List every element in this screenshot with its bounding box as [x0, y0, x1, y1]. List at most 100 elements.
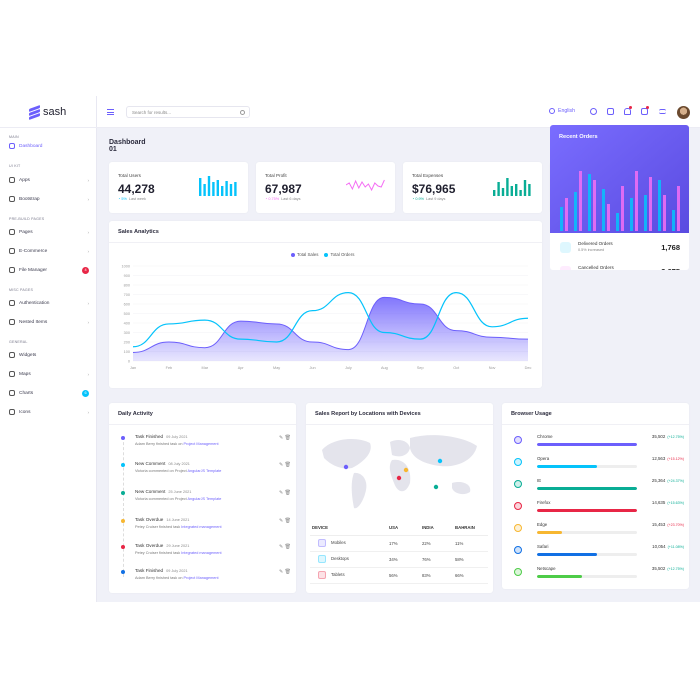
- trash-icon[interactable]: 🗑: [284, 462, 291, 468]
- recent-orders-card: Recent Orders Delivered Orders 0.5% incre…: [550, 125, 689, 270]
- x-tick-label: Jan: [130, 366, 136, 370]
- browser-count: 15,453: [651, 522, 666, 527]
- table-row: Tablets 56% 83% 66%: [310, 567, 488, 584]
- sales-report-card: Sales Report by Locations with Devices D…: [306, 403, 493, 593]
- bootstrap-icon: [9, 196, 15, 202]
- language-selector[interactable]: English: [549, 108, 575, 114]
- browser-value: 25,364 (+24.37%): [652, 478, 684, 483]
- apps-icon: [9, 177, 15, 183]
- divider: [502, 424, 689, 425]
- sidebar-item-widgets[interactable]: Widgets: [9, 350, 89, 360]
- activity-link[interactable]: Project Management: [183, 576, 219, 580]
- message-icon[interactable]: [641, 108, 648, 115]
- sidebar-item-label: Pages: [19, 229, 33, 235]
- spark-bar: [497, 182, 500, 196]
- progress-bar: [537, 509, 637, 512]
- activity-title-text: Task Overdue: [135, 517, 164, 522]
- sidebar-item-charts[interactable]: Charts 6: [9, 388, 89, 398]
- bell-icon[interactable]: [624, 108, 631, 115]
- sidebar-item-maps[interactable]: Maps ›: [9, 369, 89, 379]
- activity-link[interactable]: Integrated management: [181, 525, 222, 529]
- logo[interactable]: sash: [29, 104, 66, 120]
- edge-icon: [514, 524, 522, 532]
- sidebar-item-file-manager[interactable]: File Manager 4: [9, 265, 89, 275]
- activity-link[interactable]: Integrated management: [181, 551, 222, 555]
- legend-item-sales[interactable]: Total Sales: [291, 252, 318, 257]
- x-tick-label: Sep: [417, 366, 424, 370]
- trash-icon[interactable]: 🗑: [284, 544, 291, 550]
- progress-bar: [537, 487, 637, 490]
- activity-link[interactable]: AngularJS Template: [187, 469, 222, 473]
- divider: [109, 424, 296, 425]
- edit-icon[interactable]: ✎: [279, 490, 285, 496]
- top-header: Search for results... English: [97, 96, 700, 128]
- moon-icon[interactable]: [590, 108, 597, 115]
- continent-shape: [351, 472, 367, 509]
- progress-fill: [537, 531, 562, 534]
- activity-link[interactable]: AngularJS Template: [187, 497, 222, 501]
- spark-bar: [229, 184, 233, 196]
- legend-item-orders[interactable]: Total Orders: [324, 252, 354, 257]
- stat-subtext: ◔ 5% Last week: [118, 197, 146, 201]
- menu-toggle-icon[interactable]: [107, 109, 114, 115]
- recent-bar: [607, 204, 610, 231]
- sidebar-item-e-commerce[interactable]: E-Commerce ›: [9, 246, 89, 256]
- sidebar-item-apps[interactable]: Apps ›: [9, 175, 89, 185]
- activity-desc-text: Adam Berry finished task on: [135, 576, 183, 580]
- browser-row-edge: Edge 15,453 (+23.70%): [514, 522, 684, 544]
- stat-sparkline: [199, 176, 237, 196]
- spark-bar: [234, 182, 237, 196]
- timeline-item: New Comment 25 June 2021 Victoria commente…: [121, 489, 291, 511]
- progress-fill: [537, 465, 597, 468]
- settings-menu-icon[interactable]: [659, 109, 666, 114]
- search-input[interactable]: Search for results...: [126, 106, 250, 118]
- activity-link[interactable]: Project Management: [183, 442, 219, 446]
- sidebar-item-dashboard[interactable]: Dashboard: [9, 141, 89, 151]
- user-icon: [9, 300, 15, 306]
- sidebar-item-authentication[interactable]: Authentication ›: [9, 298, 89, 308]
- x-tick-label: Aug: [381, 366, 388, 370]
- trash-icon[interactable]: 🗑: [284, 569, 291, 575]
- chevron-right-icon: ›: [87, 409, 90, 415]
- sidebar-item-pages[interactable]: Pages ›: [9, 227, 89, 237]
- recent-bar: [616, 213, 619, 231]
- series-area-total-sales: [133, 297, 528, 361]
- timeline-dot: [121, 519, 125, 523]
- browser-row-opera: Opera 12,563 (+15.12%): [514, 456, 684, 478]
- trash-icon[interactable]: 🗑: [284, 518, 291, 524]
- fullscreen-icon[interactable]: [607, 108, 614, 115]
- sidebar: sash MAIN Dashboard UI KIT Apps › Bootstrap › P…: [0, 96, 97, 602]
- search-icon[interactable]: [240, 110, 245, 115]
- y-tick-label: 800: [124, 284, 130, 288]
- recent-bar: [621, 186, 624, 231]
- sidebar-item-label: Widgets: [19, 352, 37, 358]
- edit-icon[interactable]: ✎: [279, 544, 285, 550]
- world-map: [322, 435, 477, 509]
- trash-icon[interactable]: 🗑: [284, 490, 291, 496]
- edit-icon[interactable]: ✎: [279, 462, 285, 468]
- edit-icon[interactable]: ✎: [279, 518, 285, 524]
- edit-icon[interactable]: ✎: [279, 569, 285, 575]
- sidebar-item-bootstrap[interactable]: Bootstrap ›: [9, 194, 89, 204]
- browser-usage-card: Browser Usage Chrome 35,502 (+12.75%) Opera…: [502, 403, 689, 589]
- sidebar-item-nested-items[interactable]: Nested Items ›: [9, 317, 89, 327]
- edit-icon[interactable]: ✎: [279, 435, 285, 441]
- browser-name: IE: [537, 478, 542, 483]
- stat-label: Total Users: [118, 173, 141, 178]
- browser-value: 35,502 (+12.75%): [652, 566, 684, 571]
- activity-actions: ✎ 🗑: [279, 569, 291, 575]
- value-cell: 83%: [422, 567, 455, 584]
- timeline-dot: [121, 436, 125, 440]
- activity-actions: ✎ 🗑: [279, 490, 291, 496]
- sidebar-item-icons[interactable]: Icons ›: [9, 407, 89, 417]
- avatar[interactable]: [677, 106, 690, 119]
- activity-date: 29 June 2021: [166, 544, 190, 548]
- device-cell: Desktops: [310, 551, 389, 568]
- browser-value: 12,563 (+15.12%): [652, 456, 684, 461]
- chevron-right-icon: ›: [87, 177, 90, 183]
- y-tick-label: 100: [124, 350, 130, 354]
- recent-bar: [658, 180, 661, 231]
- sidebar-item-label: E-Commerce: [19, 248, 48, 254]
- trash-icon[interactable]: 🗑: [284, 435, 291, 441]
- browser-row-chrome: Chrome 35,502 (+12.75%): [514, 434, 684, 456]
